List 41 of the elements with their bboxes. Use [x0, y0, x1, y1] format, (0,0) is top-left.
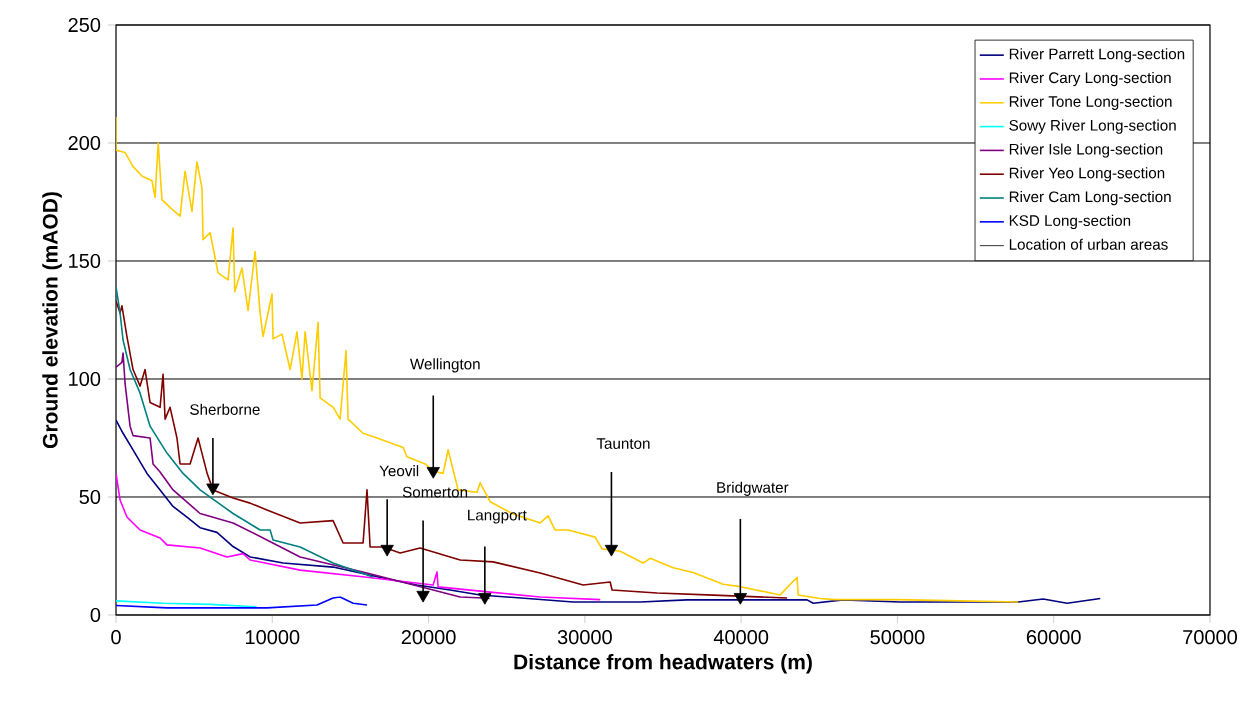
legend-label: River Cary Long-section [1009, 71, 1171, 87]
line-series [116, 300, 788, 599]
x-tick-label: 20000 [401, 630, 456, 645]
x-tick-label: 40000 [713, 630, 769, 645]
legend-label: River Tone Long-section [1009, 95, 1172, 110]
point [426, 467, 440, 479]
y-tick-label: 200 [68, 135, 101, 151]
legend-label: River Isle Long-section [1009, 143, 1163, 158]
annotation: Bridgwater [717, 481, 789, 496]
y-tick-label: 50 [79, 489, 101, 505]
line-series [116, 596, 368, 609]
y-axis-title: Ground elevation (mAOD) [42, 192, 62, 449]
y-tick-label: 250 [68, 17, 101, 33]
annotation: Sherborne [190, 403, 260, 415]
x-tick-label: 70000 [1183, 630, 1238, 645]
point [416, 590, 430, 603]
x-tick-label: 0 [111, 630, 121, 645]
annotation: Wellington [409, 358, 480, 373]
legend-label: Sowy River Long-section [1009, 119, 1176, 134]
annotation: Langport [468, 509, 527, 524]
x-tick-label: 60000 [1026, 630, 1081, 645]
legend-label: River Parrett Long-section [1009, 48, 1185, 63]
x-tick-label: 30000 [557, 630, 612, 645]
annotation: Yeovil [379, 465, 419, 477]
point [733, 593, 747, 605]
point [604, 544, 619, 557]
legend-label: River Yeo Long-section [1009, 167, 1165, 182]
annotation: Somerton [402, 486, 468, 498]
x-axis-title: Distance from headwaters (m) [514, 653, 812, 674]
y-tick-label: 0 [90, 607, 101, 623]
y-tick-label: 150 [69, 253, 101, 269]
point [206, 483, 220, 496]
x-tick-label: 50000 [870, 630, 925, 645]
legend-label: Location of urban areas [1009, 238, 1168, 250]
point [380, 544, 394, 557]
x-tick-label: 10000 [246, 630, 300, 645]
point [478, 593, 492, 605]
legend-label: KSD Long-section [1009, 214, 1131, 230]
legend-label: River Cam Long-section [1009, 191, 1171, 206]
annotation: Taunton [596, 438, 650, 449]
y-tick-label: 100 [69, 371, 101, 387]
